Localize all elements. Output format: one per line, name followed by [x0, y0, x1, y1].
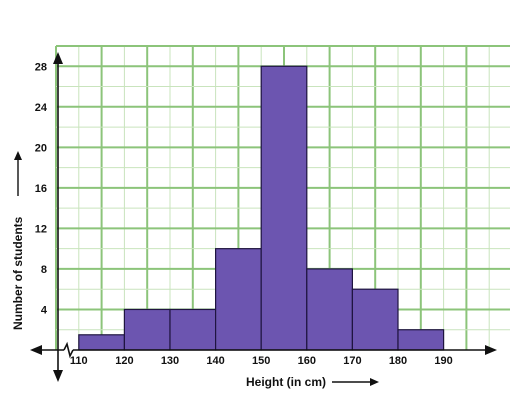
x-tick-label: 190	[434, 355, 452, 367]
y-tick-label: 16	[35, 183, 47, 195]
x-tick-label: 140	[206, 355, 224, 367]
bars	[78, 65, 445, 351]
histogram-bar-120-130	[123, 308, 171, 351]
histogram-bar-160-170	[306, 268, 353, 351]
y-tick-label: 28	[35, 61, 47, 73]
x-title-arrow-head	[370, 378, 379, 386]
histogram-bar-170-180	[351, 288, 399, 351]
y-title-arrow-head	[14, 151, 22, 160]
histogram-bar-130-140	[169, 308, 217, 351]
y-axis-arrow-down	[53, 370, 63, 382]
x-tick-label: 170	[343, 355, 361, 367]
tick-labels: 110 120 130 140 150 160 170 180 190 4 8 12 16 20 24 28	[35, 61, 453, 367]
y-tick-label: 8	[41, 264, 47, 276]
x-tick-label: 160	[298, 355, 316, 367]
axes	[14, 52, 497, 386]
y-axis-title: Number of students	[11, 216, 25, 330]
y-tick-label: 20	[35, 142, 47, 154]
histogram-bar-140-150	[215, 248, 262, 351]
x-axis-break-mark	[63, 341, 74, 359]
y-tick-label: 24	[35, 102, 48, 114]
x-tick-label: 110	[70, 355, 88, 367]
y-axis-arrow-up	[53, 52, 63, 64]
x-tick-label: 180	[389, 355, 407, 367]
x-tick-label: 120	[115, 355, 133, 367]
y-tick-label: 4	[41, 304, 48, 316]
histogram-bar-110-120	[78, 334, 126, 351]
y-tick-label: 12	[35, 223, 47, 235]
histogram-bar-150-160	[260, 65, 308, 351]
histogram-bar-180-190	[397, 329, 445, 351]
x-axis-title: Height (in cm)	[246, 375, 326, 389]
x-tick-label: 150	[252, 355, 270, 367]
x-tick-label: 130	[161, 355, 179, 367]
x-axis-arrow-left	[30, 345, 42, 355]
x-axis-arrow-right	[485, 345, 497, 355]
